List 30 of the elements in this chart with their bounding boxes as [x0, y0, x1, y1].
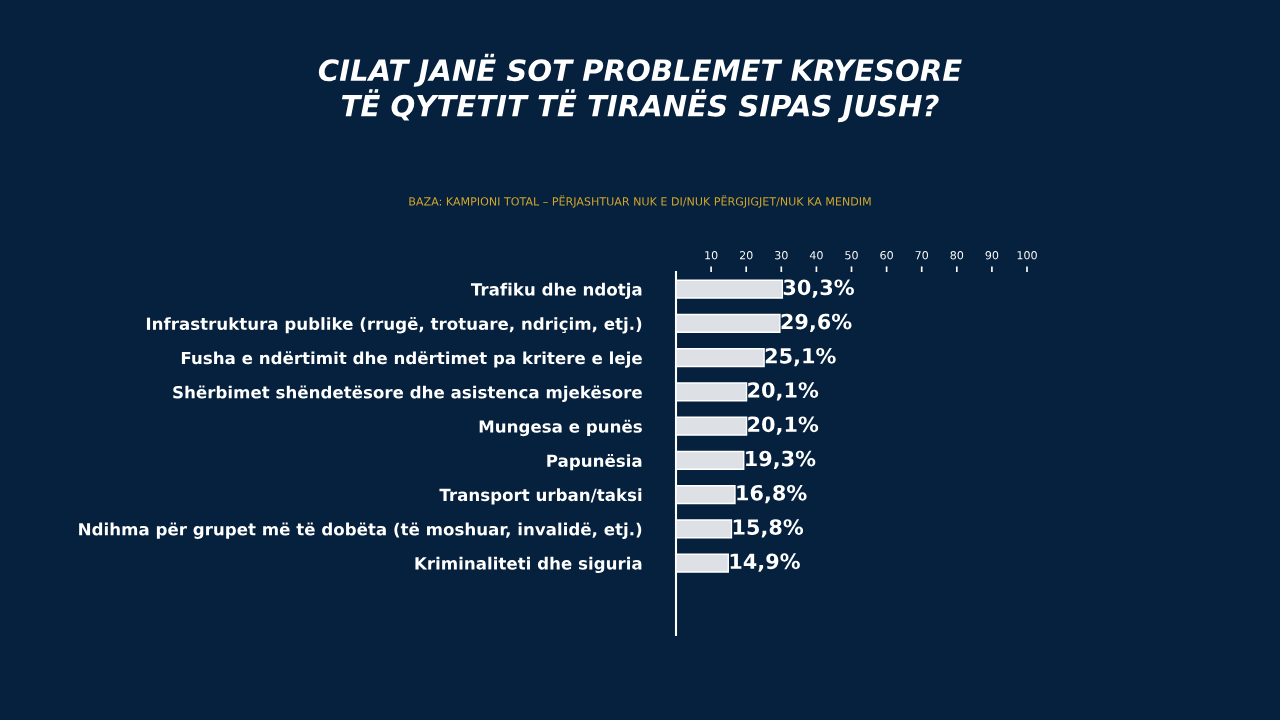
data-label: 15,8%: [733, 519, 804, 538]
x-tick-label: 90: [985, 251, 999, 260]
x-tick-label: 50: [845, 251, 858, 260]
y-tick-label: Mungesa e punës: [479, 419, 642, 437]
data-label: 19,3%: [746, 450, 816, 470]
y-tick-label: Ndihma për grupet më të dobëta (të moshuar, invalidë, etj.): [79, 522, 642, 539]
data-label: 29,6%: [781, 313, 852, 333]
x-tick-label: 30: [775, 251, 788, 260]
y-tick-label: Transport urban/taksi: [439, 488, 642, 505]
data-label: 16,8%: [737, 484, 807, 504]
data-label: 14,9%: [730, 553, 800, 572]
x-tick-label: 70: [915, 251, 929, 260]
data-label: 25,1%: [765, 347, 836, 367]
y-tick-label: Kriminaliteti dhe siguria: [415, 556, 642, 574]
data-label: 20,1%: [748, 382, 819, 401]
x-tick-label: 100: [1017, 251, 1037, 260]
chart-title: CILAT JANË SOT PROBLEMET KRYESORE TË QYTETIT TË TIRANËS SIPAS JUSH?: [318, 53, 962, 123]
y-tick-label: Trafiku dhe ndotja: [470, 282, 642, 300]
y-tick-label: Papunësia: [547, 453, 642, 471]
y-tick-label: Infrastruktura publike (rrugë, trotuare, ndriçim, etj.): [146, 316, 642, 334]
x-tick-label: 40: [809, 251, 823, 260]
data-label: 20,1%: [748, 416, 819, 435]
x-tick-label: 60: [880, 251, 893, 260]
chart-subtitle: BAZA: KAMPIONI TOTAL – PËRJASHTUAR NUK E DI/NUK PËRGJIGJET/NUK KA MENDIM: [409, 195, 871, 208]
y-tick-label: Fusha e ndërtimit dhe ndërtimet pa kritere e leje: [181, 351, 642, 368]
x-tick-label: 20: [739, 251, 753, 260]
data-label: 30,3%: [783, 279, 854, 298]
x-tick-label: 10: [705, 251, 718, 260]
y-tick-label: Shërbimet shëndetësore dhe asistenca mjekësore: [173, 385, 642, 402]
x-tick-label: 80: [950, 251, 964, 260]
